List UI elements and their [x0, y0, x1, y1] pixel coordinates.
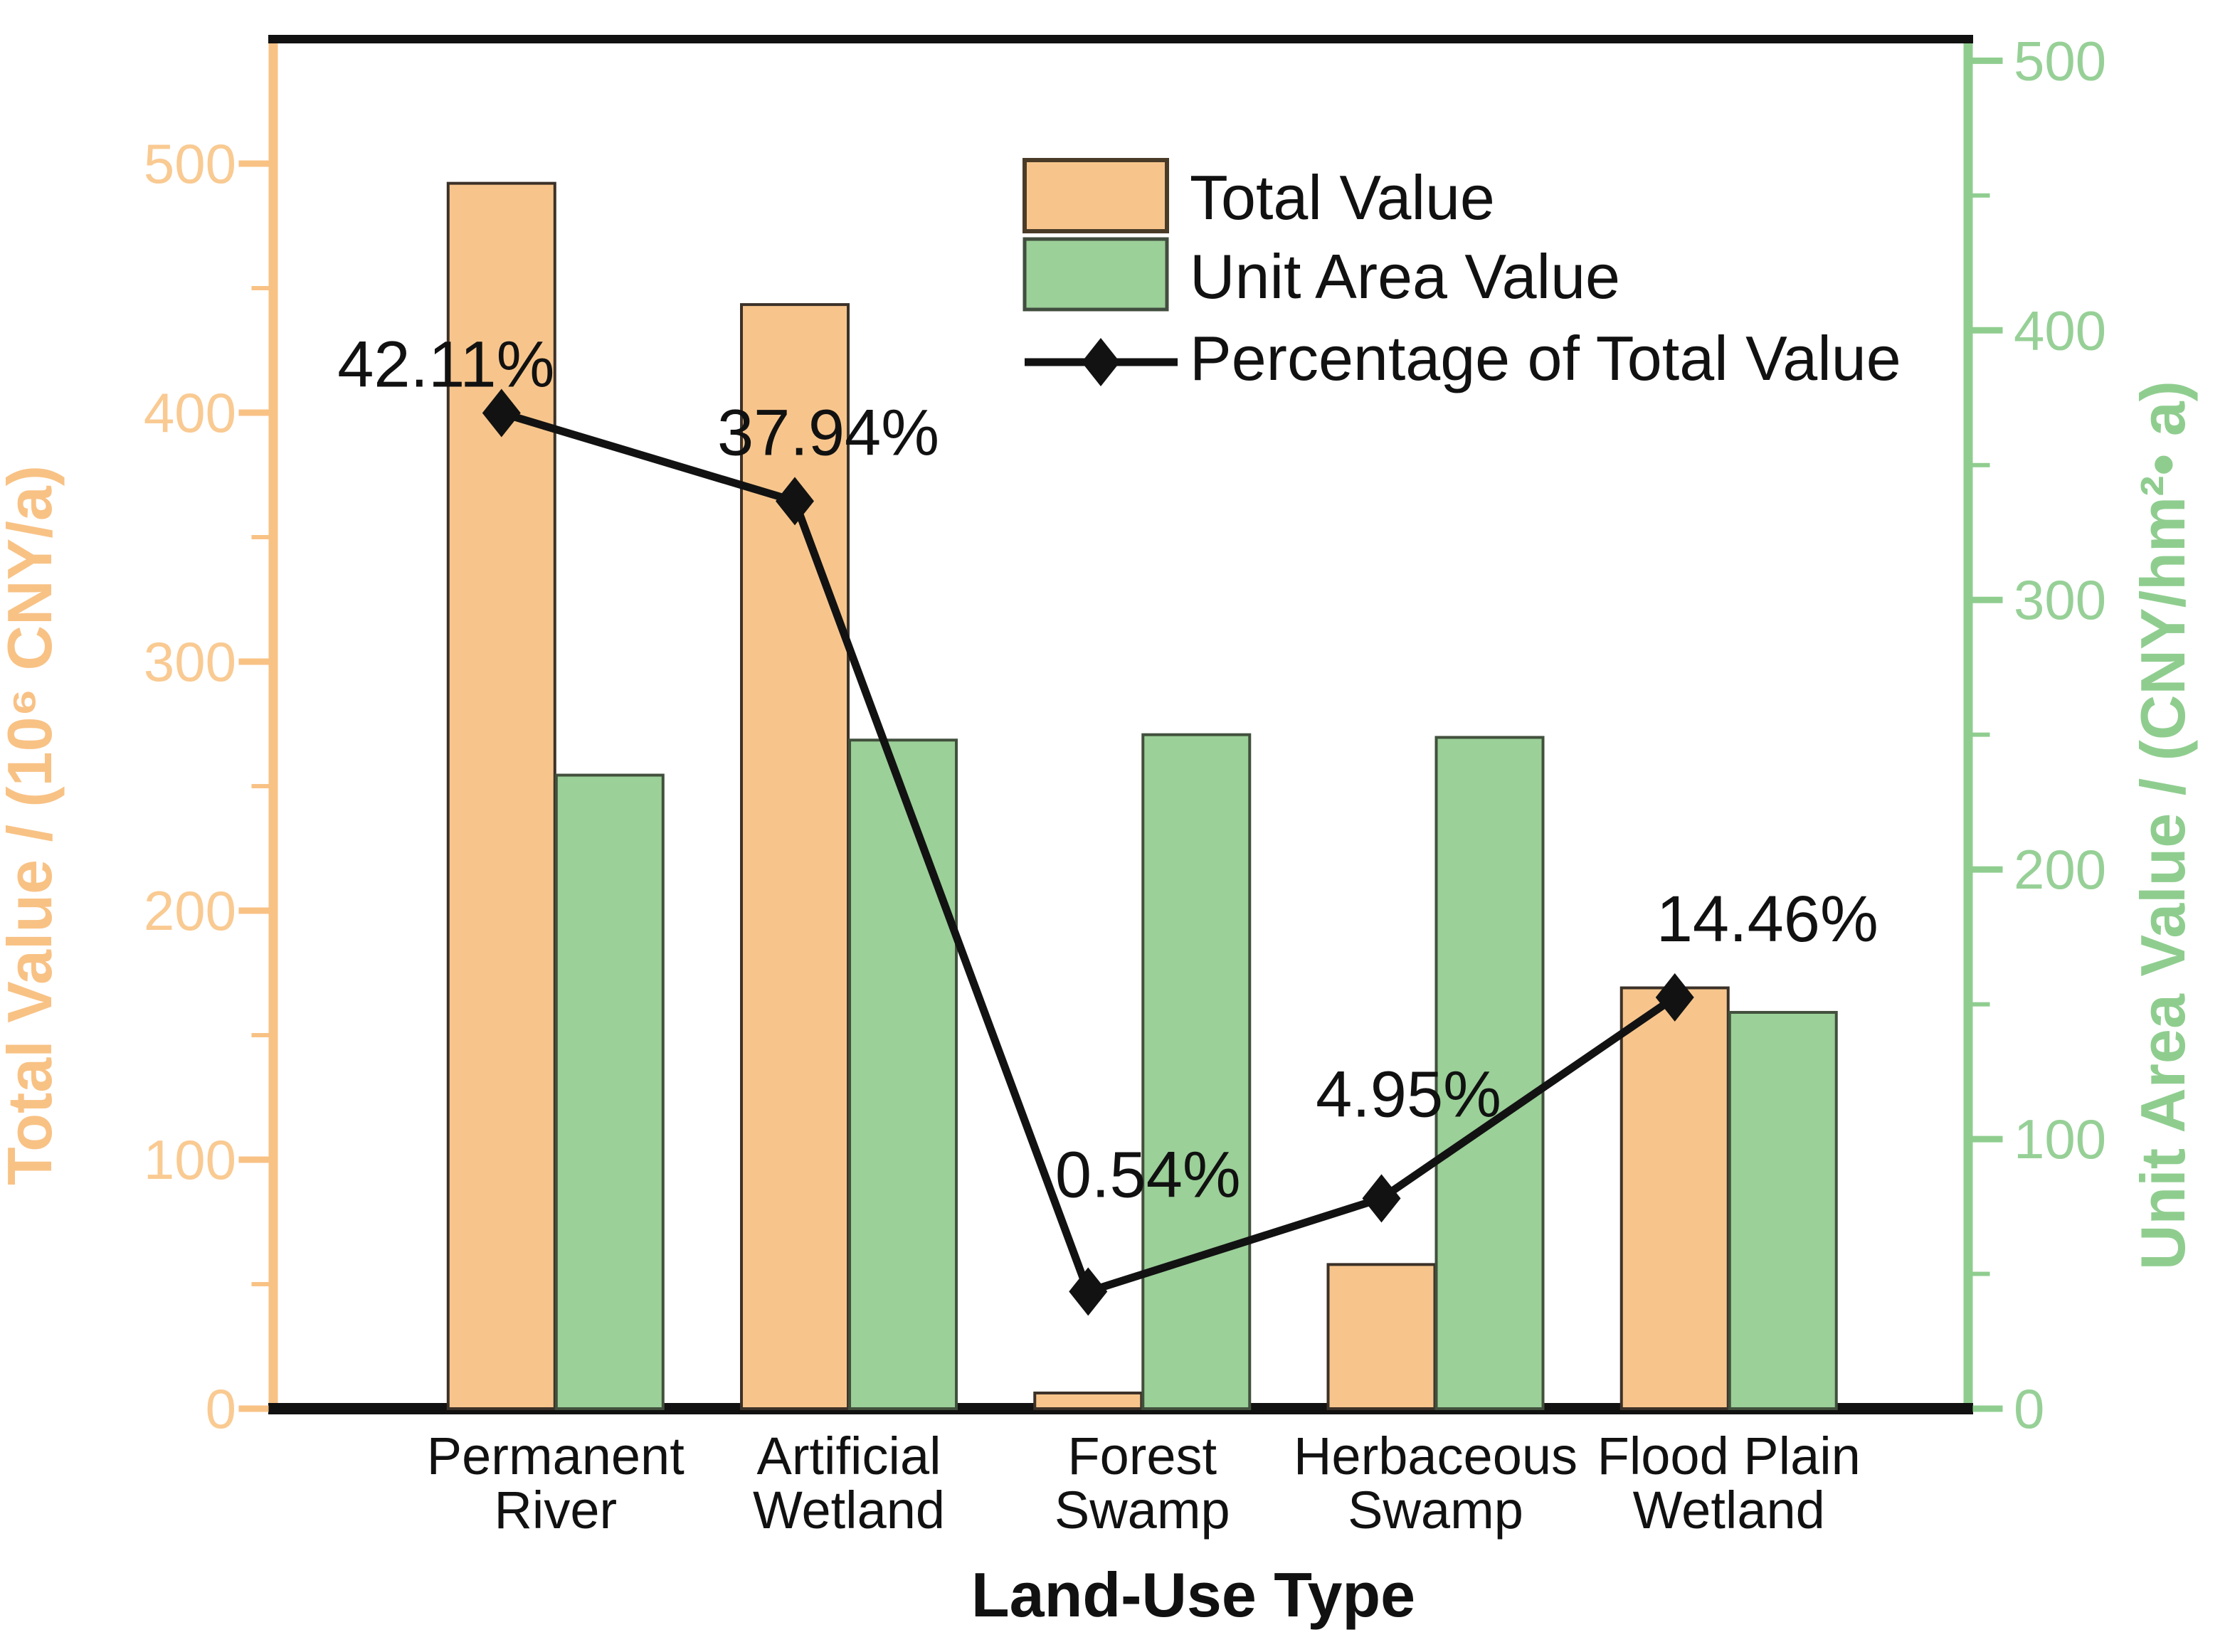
bar-series [446, 181, 1838, 1411]
percent-marker-2 [1069, 1267, 1108, 1316]
right-tick-label-0: 0 [2014, 1377, 2044, 1440]
right-tick-label-400: 400 [2014, 299, 2106, 361]
percent-marker-1 [776, 477, 815, 526]
category-labels: Permanent River Artificial Wetland Forest Swa… [427, 1426, 1861, 1540]
bar-total-value-0 [446, 181, 556, 1410]
left-tick-label-400: 400 [144, 381, 236, 444]
category-label-3: Herbaceous Swamp [1294, 1426, 1578, 1540]
right-axis-title: Unit Area Value / (CNY/hm²• a) [2128, 381, 2198, 1270]
percent-labels: 42.11% 37.94% 0.54% 4.95% 14.46% [337, 329, 1878, 1212]
left-tick-label-500: 500 [144, 132, 236, 195]
bar-total-value-1 [740, 303, 850, 1411]
right-tick-label-300: 300 [2014, 568, 2106, 631]
category-label-1: Artificial Wetland [753, 1426, 945, 1540]
percent-marker-0 [482, 388, 521, 438]
bar-total-value-3 [1326, 1263, 1437, 1410]
x-axis-title: Land-Use Type [971, 1560, 1415, 1630]
axis-ticks: 0 100 200 300 400 500 0 100 200 300 400 500 [144, 29, 2106, 1440]
left-tick-label-200: 200 [144, 879, 236, 942]
legend-label-percentage: Percentage of Total Value [1190, 323, 1901, 393]
right-tick-label-200: 200 [2014, 838, 2106, 901]
category-label-2: Forest Swamp [1055, 1426, 1230, 1540]
bar-unit-area-value-1 [848, 738, 958, 1410]
legend-swatch-total-value [1022, 158, 1169, 233]
right-tick-label-100: 100 [2014, 1108, 2106, 1170]
percent-marker-4 [1655, 973, 1694, 1022]
bar-total-value-4 [1619, 986, 1730, 1410]
left-tick-label-300: 300 [144, 630, 236, 693]
percent-marker-3 [1362, 1174, 1401, 1223]
bar-unit-area-value-4 [1728, 1010, 1838, 1411]
bar-unit-area-value-3 [1434, 736, 1545, 1411]
percentage-line-series [482, 388, 1694, 1316]
category-label-0: Permanent River [427, 1426, 685, 1540]
bar-unit-area-value-0 [554, 773, 665, 1410]
percent-label-4: 14.46% [1656, 883, 1878, 955]
percent-label-1: 37.94% [717, 396, 939, 469]
bar-total-value-2 [1033, 1391, 1143, 1410]
percent-label-0: 42.11% [337, 329, 554, 401]
category-label-4: Flood Plain Wetland [1597, 1426, 1861, 1540]
bar-unit-area-value-2 [1141, 733, 1252, 1410]
legend: Total Value Unit Area Value Percentage o… [1022, 158, 1901, 393]
left-tick-label-100: 100 [144, 1128, 236, 1191]
legend-diamond-icon [1082, 338, 1120, 386]
percent-label-2: 0.54% [1055, 1138, 1241, 1211]
right-tick-label-500: 500 [2014, 29, 2106, 92]
percent-label-3: 4.95% [1316, 1058, 1501, 1131]
legend-label-unit-area-value: Unit Area Value [1190, 241, 1620, 312]
left-axis-title: Total Value / (10⁶ CNY/a) [0, 465, 65, 1185]
left-tick-label-0: 0 [206, 1377, 236, 1440]
legend-label-total-value: Total Value [1190, 162, 1495, 233]
legend-swatch-unit-area-value [1022, 237, 1169, 312]
